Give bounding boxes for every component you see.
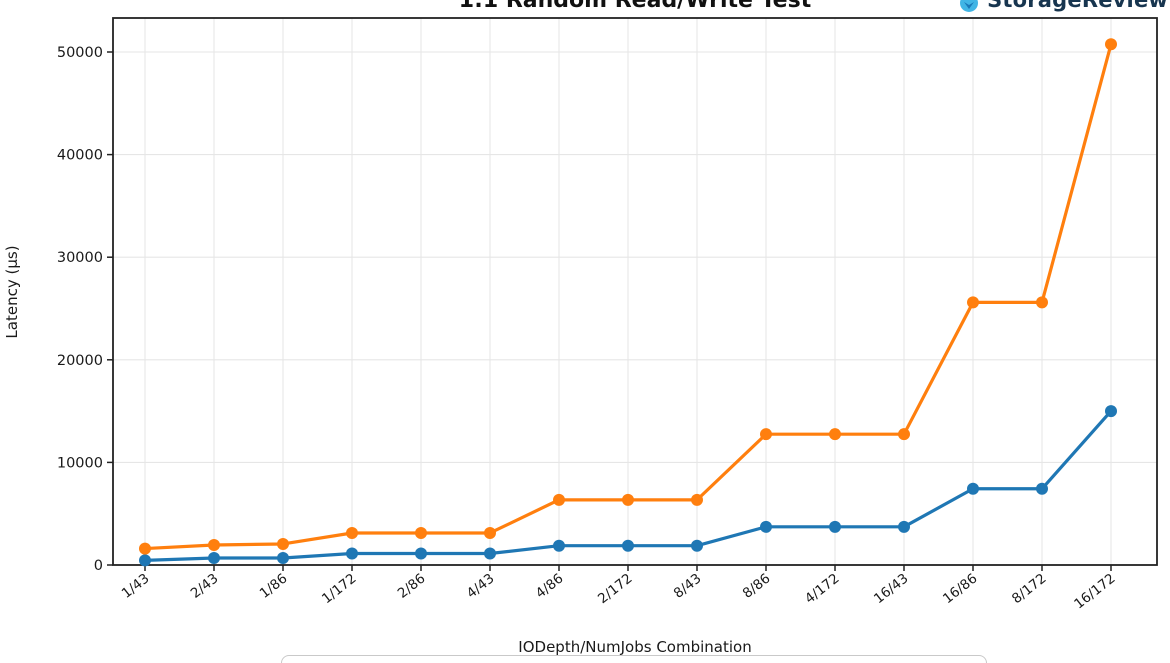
data-point-blue-series [691, 539, 703, 552]
y-tick-label: 40000 [57, 148, 103, 164]
data-point-orange-series [898, 428, 910, 441]
data-point-orange-series [691, 493, 703, 506]
data-point-orange-series [622, 493, 634, 506]
x-tick-label: 8/172 [1009, 571, 1050, 608]
data-point-orange-series [1036, 296, 1048, 309]
y-tick-label: 10000 [57, 455, 103, 471]
data-point-blue-series [1036, 482, 1048, 495]
y-tick-label: 0 [94, 558, 103, 574]
data-point-blue-series [346, 547, 358, 560]
data-point-orange-series [829, 428, 841, 441]
x-tick-label: 16/43 [871, 571, 912, 608]
data-point-blue-series [622, 539, 634, 552]
x-tick-label: 2/43 [188, 571, 222, 602]
data-point-blue-series [277, 552, 289, 565]
data-point-blue-series [967, 482, 979, 495]
data-point-blue-series [415, 547, 427, 560]
x-tick-label: 16/86 [940, 571, 981, 608]
data-point-blue-series [484, 547, 496, 560]
data-point-orange-series [484, 526, 496, 539]
x-tick-label: 1/172 [319, 571, 360, 608]
x-tick-label: 2/172 [595, 571, 636, 608]
y-tick-label: 30000 [57, 250, 103, 266]
storagereview-logo-text: StorageReview [987, 0, 1168, 12]
legend-box [281, 655, 987, 663]
storagereview-drop-icon [960, 0, 979, 12]
x-tick-label: 16/172 [1071, 571, 1118, 613]
data-point-orange-series [415, 526, 427, 539]
data-point-blue-series [829, 520, 841, 533]
x-tick-label: 8/43 [671, 571, 705, 602]
data-point-blue-series [760, 520, 772, 533]
data-point-orange-series [1105, 38, 1117, 51]
data-point-orange-series [346, 526, 358, 539]
data-point-orange-series [208, 538, 220, 551]
x-tick-label: 4/172 [802, 571, 843, 608]
data-point-blue-series [898, 520, 910, 533]
data-point-blue-series [1105, 405, 1117, 418]
y-tick-label: 20000 [57, 353, 103, 369]
data-point-orange-series [553, 493, 565, 506]
y-axis-label: Latency (µs) [3, 245, 21, 339]
plot-border [112, 17, 1158, 566]
x-tick-label: 1/43 [119, 571, 153, 602]
storagereview-logo: StorageReview [957, 0, 1168, 12]
x-axis-label: IODepth/NumJobs Combination [518, 638, 752, 656]
x-tick-label: 1/86 [257, 571, 291, 602]
data-point-orange-series [760, 428, 772, 441]
data-point-orange-series [277, 537, 289, 550]
data-point-orange-series [967, 296, 979, 309]
chart-title: 1:1 Random Read/Write Test [458, 0, 812, 13]
data-point-orange-series [139, 542, 151, 555]
data-point-blue-series [139, 554, 151, 567]
data-point-blue-series [553, 539, 565, 552]
x-tick-label: 4/86 [533, 571, 567, 602]
x-tick-label: 4/43 [464, 571, 498, 602]
x-tick-label: 8/86 [740, 571, 774, 602]
x-tick-label: 2/86 [395, 571, 429, 602]
y-tick-label: 50000 [57, 45, 103, 61]
data-point-blue-series [208, 552, 220, 565]
